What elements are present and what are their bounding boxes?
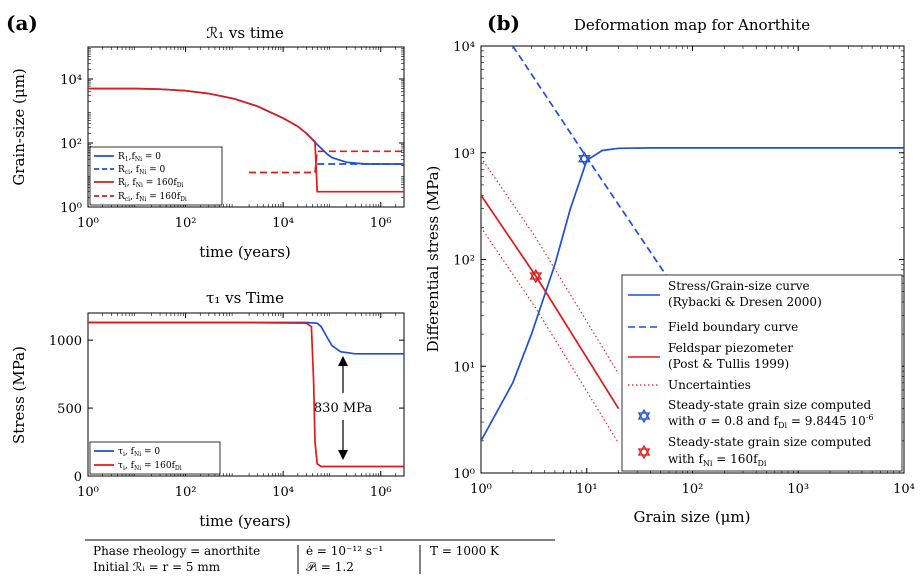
x-tick-label: 10²	[175, 485, 197, 500]
legend: τi, fNi = 0 τi, fNi = 160fDi	[89, 441, 221, 475]
legend-label: with fNi = 160fDi	[668, 452, 767, 468]
star-marker-blue	[578, 151, 591, 166]
x-tick-label: 10⁶	[370, 485, 392, 500]
blue-star-icon	[637, 408, 651, 424]
red-star-icon	[637, 444, 651, 460]
legend-label: R1,fNi = 0	[118, 152, 161, 163]
y-tick-label: 10⁴	[453, 40, 475, 55]
series-line-red-solid-2	[88, 87, 404, 193]
legend-label: Ri, fNi = 160fDi	[118, 178, 184, 189]
x-axis-label: time (years)	[199, 512, 291, 530]
chart-title: τ₁ vs Time	[206, 289, 284, 307]
plot-frame	[87, 46, 405, 208]
legend-label: τi, fNi = 0	[118, 447, 160, 458]
y-tick-label: 10³	[453, 147, 475, 162]
y-tick-label: 10⁴	[60, 73, 82, 88]
x-tick-label: 10⁴	[893, 482, 915, 497]
legend: R1,fNi = 0 Rci, fNi = 0 Ri, fNi = 160fDi…	[89, 146, 223, 206]
y-axis-label: Grain-size (μm)	[10, 68, 28, 185]
y-tick-label: 10⁰	[60, 201, 82, 216]
chart-b: Deformation map for Anorthite 10⁰ 10¹ 10² 1…	[424, 16, 915, 526]
x-tick-label: 10¹	[576, 482, 598, 497]
x-tick-label: 10⁴	[272, 485, 294, 500]
footer-table: Phase rheology = anorthite Initial ℛᵢ = …	[85, 539, 555, 574]
x-tick-label: 10⁶	[370, 216, 392, 231]
x-axis-label: Grain size (μm)	[633, 508, 750, 526]
x-tick-label: 10²	[682, 482, 704, 497]
plot-frame	[87, 312, 405, 477]
x-tick-label: 10⁰	[77, 485, 99, 500]
legend-label: τi, fNi = 160fDi	[118, 461, 182, 472]
legend: Stress/Grain-size curve (Rybacki & Drese…	[621, 274, 903, 472]
y-axis-label: Stress (MPa)	[10, 346, 28, 444]
series-line-red-dashed-3	[249, 150, 404, 174]
chart-a-top: ℛ₁ vs time 10⁰ 10² 10⁴ 10⁶ 10⁰ 10² 10⁴ time (y…	[10, 24, 405, 261]
legend-label: Field boundary curve	[668, 320, 798, 334]
series-line-red-dotted-3	[481, 157, 620, 375]
legend-label: (Rybacki & Dresen 2000)	[668, 295, 822, 309]
legend-label: Steady-state grain size computed	[668, 435, 872, 449]
chart-a-bottom: τ₁ vs Time 10⁰ 10² 10⁴ 10⁶ 0 500 1000 time (ye…	[10, 289, 405, 530]
legend-label: Feldspar piezometer	[668, 341, 793, 355]
footer-p: 𝒫ᵢ = 1.2	[306, 560, 354, 574]
legend-label: Uncertainties	[668, 378, 751, 392]
legend-label: Rci, fNi = 0	[118, 165, 166, 176]
y-tick-label: 10²	[453, 254, 475, 269]
footer-temp: T = 1000 K	[430, 544, 500, 558]
footer-strain-rate: ė = 10⁻¹² s⁻¹	[306, 544, 383, 558]
series-line-red-dotted-4	[481, 227, 620, 444]
star-marker-red	[529, 268, 543, 284]
x-tick-label: 10⁴	[272, 216, 294, 231]
chart-title: ℛ₁ vs time	[206, 24, 284, 42]
panel-label-a: (a)	[6, 11, 38, 35]
legend-label: Steady-state grain size computed	[668, 398, 872, 412]
footer-rheology: Phase rheology = anorthite	[93, 544, 260, 558]
x-tick-label: 10⁰	[470, 482, 492, 497]
y-tick-label: 10⁰	[453, 467, 475, 482]
x-tick-label: 10⁰	[77, 216, 99, 231]
x-axis-label: time (years)	[199, 243, 291, 261]
legend-label: with σ = 0.8 and fDi = 9.8445 10-6	[668, 413, 874, 430]
annotation-text: 830 MPa	[314, 401, 372, 416]
series-line-blue-solid-0	[88, 321, 404, 355]
annotation-830: 830 MPa	[314, 356, 372, 460]
chart-title: Deformation map for Anorthite	[574, 16, 810, 34]
y-axis-label: Differential stress (MPa)	[424, 166, 442, 353]
legend-label: Rci, fNi = 160fDi	[118, 192, 187, 203]
series-line-red-solid-1	[88, 321, 404, 468]
y-tick-label: 1000	[49, 334, 82, 349]
series-line-blue-solid-0	[481, 147, 904, 442]
legend-label: (Post & Tullis 1999)	[668, 357, 789, 371]
y-tick-label: 10²	[60, 137, 82, 152]
y-tick-label: 500	[57, 402, 82, 417]
x-tick-label: 10²	[175, 216, 197, 231]
series-line-red-solid-2	[481, 194, 620, 410]
series-line-blue-dashed-1	[512, 46, 670, 280]
legend-label: Stress/Grain-size curve	[668, 279, 810, 293]
y-tick-label: 0	[74, 470, 82, 485]
panel-label-b: (b)	[487, 11, 520, 35]
footer-initial: Initial ℛᵢ = r = 5 mm	[93, 560, 221, 574]
y-tick-label: 10¹	[453, 360, 475, 375]
x-tick-label: 10³	[787, 482, 809, 497]
